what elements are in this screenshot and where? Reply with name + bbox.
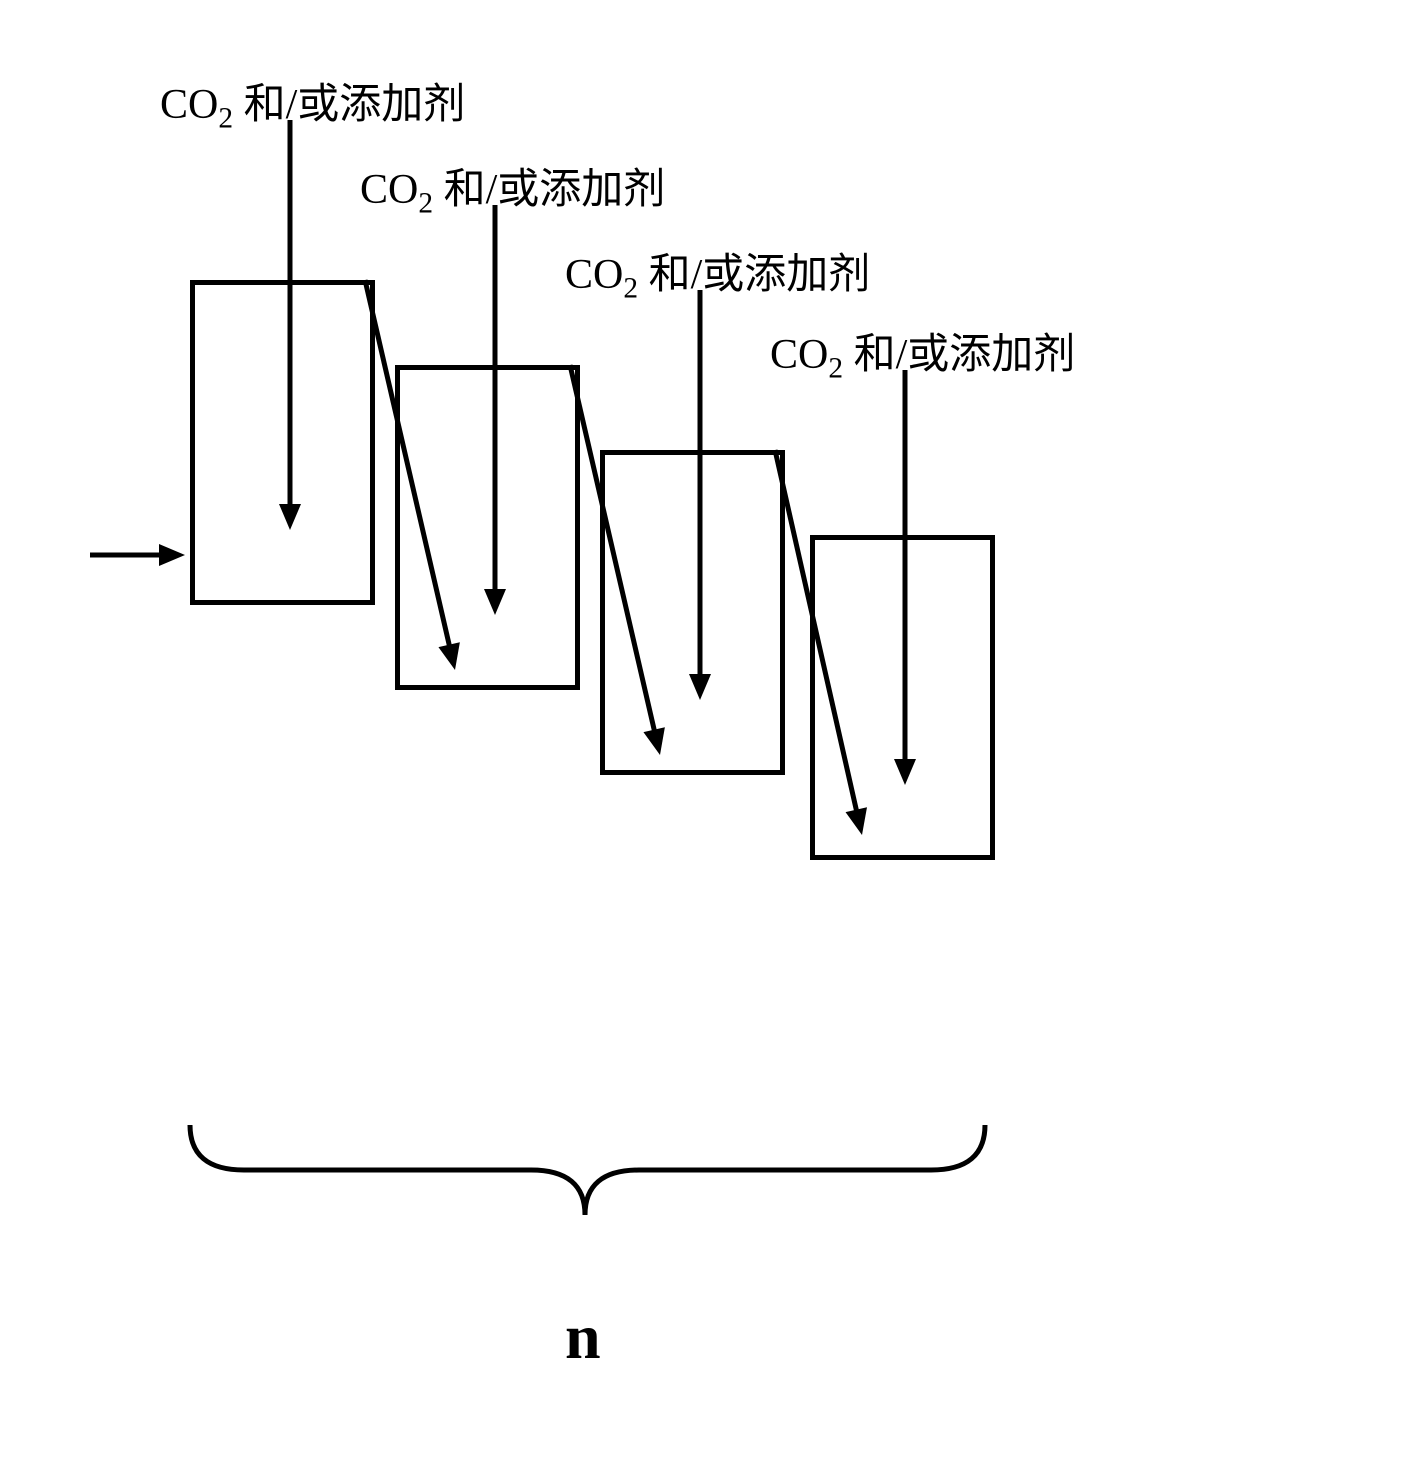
label-sub: 2	[218, 102, 233, 134]
input-label-3: CO2 和/或添加剂	[565, 240, 870, 305]
label-rest: 和/或添加剂	[233, 82, 465, 128]
label-co2: CO	[160, 82, 218, 128]
label-rest: 和/或添加剂	[843, 332, 1075, 378]
label-sub: 2	[623, 272, 638, 304]
label-rest: 和/或添加剂	[638, 252, 870, 298]
stage-box-4	[810, 535, 995, 860]
label-co2: CO	[360, 167, 418, 213]
input-label-2: CO2 和/或添加剂	[360, 155, 665, 220]
label-sub: 2	[828, 352, 843, 384]
stage-box-1	[190, 280, 375, 605]
input-label-4: CO2 和/或添加剂	[770, 320, 1075, 385]
label-sub: 2	[418, 187, 433, 219]
stage-box-3	[600, 450, 785, 775]
label-co2: CO	[565, 252, 623, 298]
input-label-1: CO2 和/或添加剂	[160, 70, 465, 135]
label-co2: CO	[770, 332, 828, 378]
label-rest: 和/或添加剂	[433, 167, 665, 213]
stage-box-2	[395, 365, 580, 690]
n-count-label: n	[565, 1300, 601, 1374]
diagram-canvas: CO2 和/或添加剂 CO2 和/或添加剂 CO2 和/或添加剂 CO2 和/或…	[0, 0, 1407, 1480]
